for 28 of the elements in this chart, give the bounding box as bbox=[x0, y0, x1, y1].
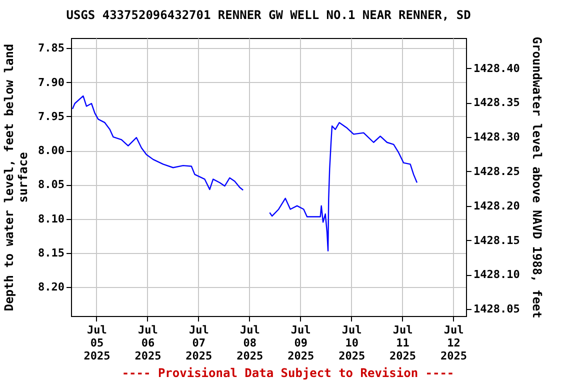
y-axis-title: Depth to water level, feet below land surface bbox=[2, 44, 30, 312]
y2-tick-label: 1428.10 bbox=[474, 268, 520, 282]
x-tick-label: Jul 11 2025 bbox=[390, 324, 416, 362]
y2-tick-label: 1428.30 bbox=[474, 130, 520, 144]
x-tick-label: Jul 10 2025 bbox=[338, 324, 366, 362]
chart-title: USGS 433752096432701 RENNER GW WELL NO.1 NEAR RENNER, SD bbox=[66, 8, 471, 22]
y2-tick-label: 1428.40 bbox=[474, 62, 520, 75]
text: ---- Provisional Data Subject to Revision ---- bbox=[120, 366, 456, 380]
y2-tick-label: 1428.20 bbox=[474, 199, 520, 212]
x-tick-label: Jul 07 2025 bbox=[186, 324, 212, 362]
y2-tick-label: 1428.25 bbox=[474, 164, 520, 178]
x-tick-label: Jul 06 2025 bbox=[134, 324, 162, 362]
y-tick-label: 8.15 bbox=[38, 246, 64, 260]
y2-axis-title: Groundwater level above NAVD 1988, feet bbox=[530, 36, 544, 318]
x-tick-label: Jul 08 2025 bbox=[236, 324, 264, 362]
y-tick-label: 7.90 bbox=[38, 76, 64, 89]
y2-tick-label: 1428.05 bbox=[474, 302, 520, 316]
x-tick-label: Jul 05 2025 bbox=[84, 324, 110, 362]
x-tick-label: Jul 09 2025 bbox=[288, 324, 314, 362]
y-tick-label: 8.05 bbox=[38, 178, 64, 192]
x-tick-label: Jul 12 2025 bbox=[440, 324, 468, 362]
y2-tick-label: 1428.35 bbox=[474, 96, 520, 110]
y-tick-label: 7.85 bbox=[38, 42, 64, 55]
y-tick-label: 8.20 bbox=[38, 280, 64, 294]
y-tick-label: 7.95 bbox=[38, 110, 64, 123]
y-tick-label: 8.10 bbox=[38, 212, 64, 226]
y2-tick-label: 1428.15 bbox=[474, 234, 520, 247]
y-tick-label: 8.00 bbox=[38, 144, 64, 158]
